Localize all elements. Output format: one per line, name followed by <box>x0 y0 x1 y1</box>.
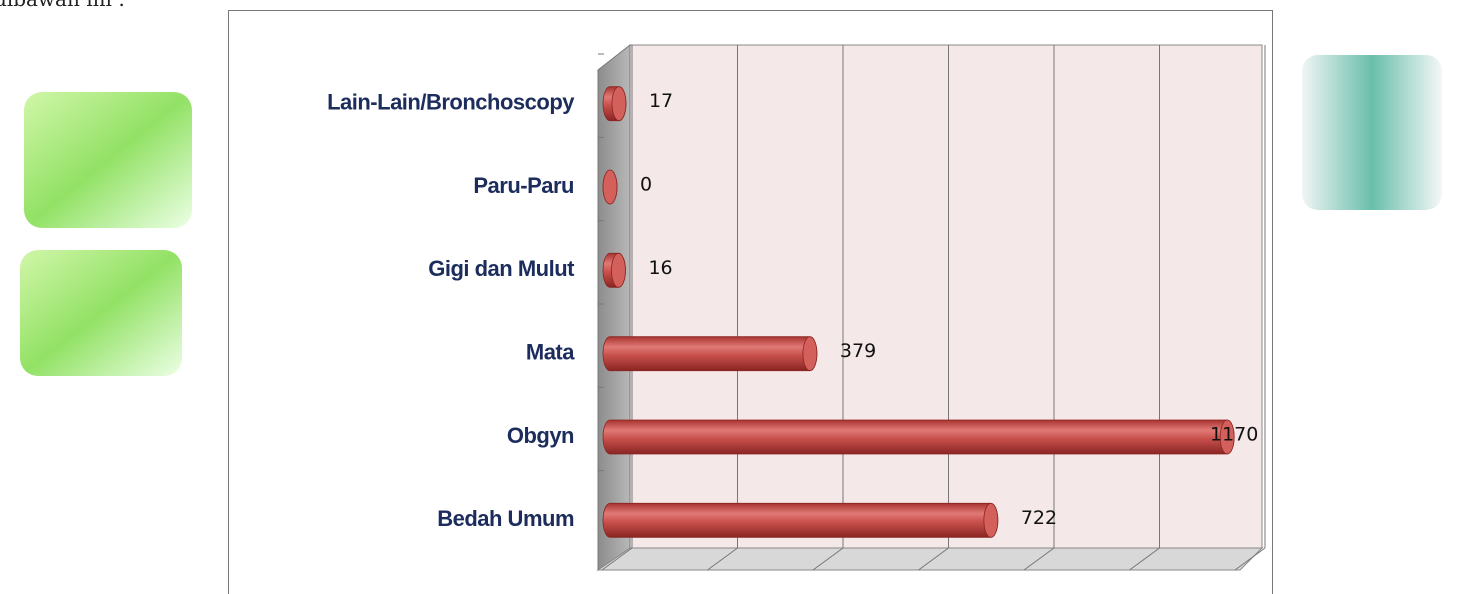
value-label: 1170 <box>1210 424 1258 446</box>
category-label: Obgyn <box>507 423 574 448</box>
page-text: dibawah ini : <box>0 0 125 11</box>
photo <box>24 92 192 228</box>
category-label: Paru-Paru <box>473 173 574 198</box>
category-label: Bedah Umum <box>437 506 574 531</box>
bar <box>603 503 998 537</box>
category-label: Lain-Lain/Bronchoscopy <box>327 89 575 114</box>
bar-cap <box>803 337 817 371</box>
bar-cap <box>984 503 998 537</box>
bar <box>603 337 817 371</box>
value-label: 16 <box>648 257 672 279</box>
photo <box>1302 55 1442 210</box>
value-label: 17 <box>649 90 673 112</box>
category-label: Gigi dan Mulut <box>428 256 575 281</box>
value-label: 0 <box>640 174 652 196</box>
side-wall <box>598 45 630 570</box>
photo <box>20 250 182 376</box>
bar-cap <box>611 253 625 287</box>
floor <box>598 548 1262 570</box>
category-label: Mata <box>526 339 575 364</box>
bar <box>603 420 1234 454</box>
page: dibawah ini : Lain-Lain/Bronchoscopy 17 Pa… <box>0 0 1470 594</box>
value-label: 722 <box>1021 507 1057 529</box>
bar-cap <box>612 87 626 121</box>
back-wall <box>630 45 1262 548</box>
bar-cap <box>603 170 617 204</box>
value-label: 379 <box>840 340 876 362</box>
